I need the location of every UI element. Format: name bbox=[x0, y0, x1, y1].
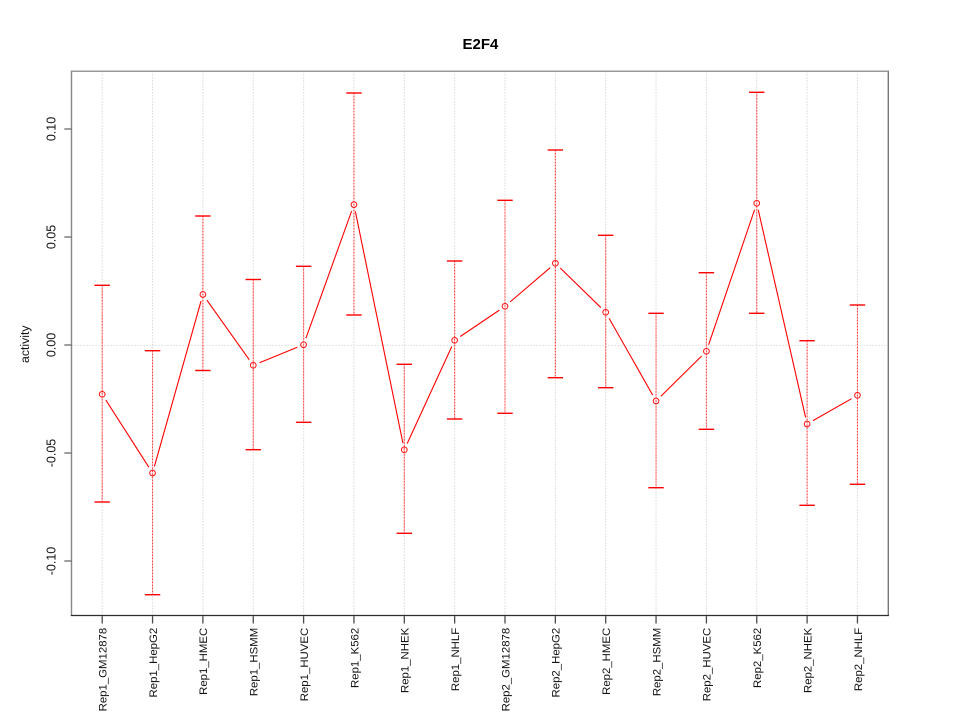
svg-text:Rep2_HepG2: Rep2_HepG2 bbox=[551, 628, 563, 698]
svg-text:-0.05: -0.05 bbox=[45, 439, 59, 468]
svg-text:Rep2_GM12878: Rep2_GM12878 bbox=[500, 628, 512, 712]
svg-text:0.10: 0.10 bbox=[45, 117, 59, 141]
svg-text:Rep1_HMEC: Rep1_HMEC bbox=[198, 628, 210, 695]
svg-text:Rep2_NHEK: Rep2_NHEK bbox=[802, 627, 814, 693]
svg-text:E2F4: E2F4 bbox=[462, 36, 499, 53]
svg-text:Rep1_GM12878: Rep1_GM12878 bbox=[98, 628, 110, 712]
svg-text:Rep2_HMEC: Rep2_HMEC bbox=[601, 628, 613, 695]
svg-text:Rep1_NHLF: Rep1_NHLF bbox=[450, 628, 462, 691]
svg-text:Rep2_HUVEC: Rep2_HUVEC bbox=[702, 628, 714, 701]
svg-text:Rep1_HUVEC: Rep1_HUVEC bbox=[299, 628, 311, 701]
svg-text:Rep1_HSMM: Rep1_HSMM bbox=[249, 628, 261, 696]
svg-text:0.00: 0.00 bbox=[45, 333, 59, 357]
svg-text:0.05: 0.05 bbox=[45, 225, 59, 249]
svg-text:Rep2_NHLF: Rep2_NHLF bbox=[853, 628, 865, 691]
svg-text:Rep1_K562: Rep1_K562 bbox=[349, 628, 361, 688]
svg-text:Rep1_NHEK: Rep1_NHEK bbox=[400, 627, 412, 693]
svg-text:Rep2_K562: Rep2_K562 bbox=[752, 628, 764, 688]
svg-text:Rep2_HSMM: Rep2_HSMM bbox=[651, 628, 663, 696]
svg-text:activity: activity bbox=[18, 325, 32, 363]
svg-text:Rep1_HepG2: Rep1_HepG2 bbox=[148, 628, 160, 698]
svg-text:-0.10: -0.10 bbox=[45, 547, 59, 576]
